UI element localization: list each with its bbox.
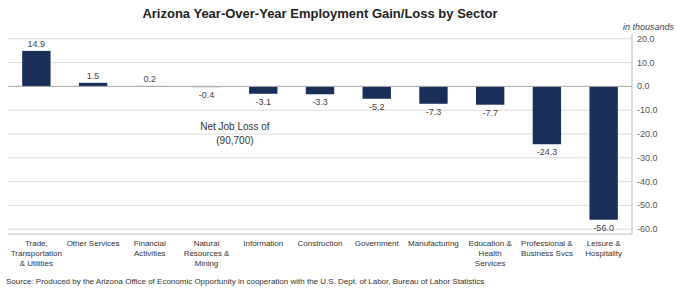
tick-label: -10.0 xyxy=(637,105,658,115)
bar xyxy=(476,86,504,104)
category-label: Leisure &Hospitality xyxy=(585,239,622,258)
category-label: NaturalResources &Mining xyxy=(184,239,230,268)
bar xyxy=(363,86,391,98)
bar xyxy=(79,83,107,87)
data-label: -7.7 xyxy=(482,108,498,118)
x-axis-line xyxy=(8,234,632,235)
data-label: -5.2 xyxy=(369,102,385,112)
grid-line xyxy=(8,86,632,87)
category-label: Government xyxy=(355,239,400,248)
category-label: FinancialActivities xyxy=(134,239,166,258)
data-label: 1.5 xyxy=(87,71,100,81)
tick-label: -50.0 xyxy=(637,200,658,210)
grid xyxy=(8,39,632,229)
tick-label: 10.0 xyxy=(637,58,655,68)
zero-line xyxy=(8,86,632,87)
data-label: -24.3 xyxy=(537,147,558,157)
title: Arizona Year-Over-Year Employment Gain/L… xyxy=(142,6,497,21)
bar xyxy=(306,86,334,94)
bar xyxy=(249,86,277,93)
category-label: Manufacturing xyxy=(408,239,459,248)
data-label: -0.4 xyxy=(199,90,215,100)
grid-line xyxy=(8,38,632,39)
grid-line xyxy=(8,205,632,206)
data-label: 14.9 xyxy=(28,39,46,49)
chart: Arizona Year-Over-Year Employment Gain/L… xyxy=(0,0,680,288)
y-axis-line xyxy=(632,34,633,234)
tick-label: -40.0 xyxy=(637,177,658,187)
tick-label: -20.0 xyxy=(637,129,658,139)
category-label: Construction xyxy=(298,239,343,248)
bar xyxy=(533,86,561,144)
category-label: Other Services xyxy=(67,239,120,248)
category-label: Education &HealthServices xyxy=(469,239,513,268)
data-label: -3.3 xyxy=(312,97,328,107)
subtitle: in thousands xyxy=(623,22,675,32)
bar xyxy=(589,86,617,219)
tick-label: -30.0 xyxy=(637,153,658,163)
category-label: Information xyxy=(243,239,283,248)
grid-line xyxy=(8,181,632,182)
grid-line xyxy=(8,157,632,158)
data-label: -56.0 xyxy=(593,223,614,233)
data-label: 0.2 xyxy=(144,74,157,84)
bar xyxy=(419,86,447,103)
annotation: Net Job Loss of(90,700) xyxy=(200,121,270,146)
source: Source: Produced by the Arizona Office o… xyxy=(6,277,484,286)
tick-label: -60.0 xyxy=(637,224,658,234)
tick-label: 20.0 xyxy=(637,34,655,44)
grid-line xyxy=(8,229,632,230)
bar xyxy=(22,51,50,86)
category-label: Professional &Business Svcs xyxy=(521,239,573,258)
data-label: -3.1 xyxy=(256,97,272,107)
bars xyxy=(22,51,618,220)
grid-line xyxy=(8,62,632,63)
tick-label: 0.0 xyxy=(637,81,650,91)
category-label: Trade,Transportation& Utilities xyxy=(11,239,62,268)
data-label: -7.3 xyxy=(426,107,442,117)
